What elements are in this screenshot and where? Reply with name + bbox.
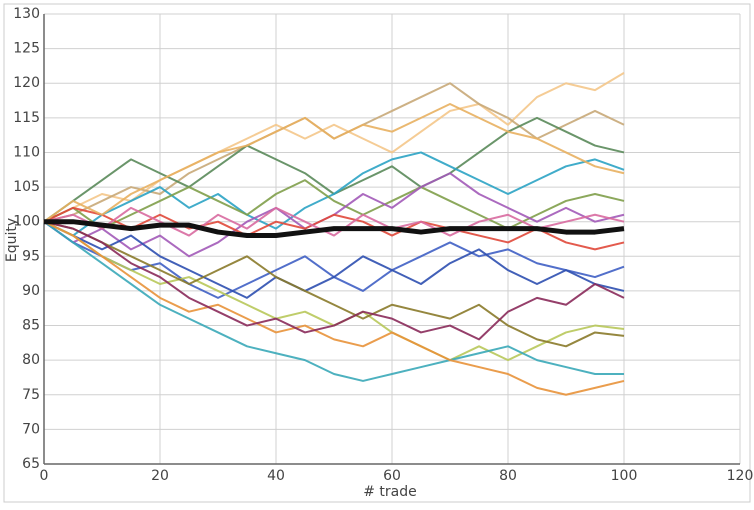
y-tick-label: 100	[13, 214, 40, 230]
y-tick-label: 115	[13, 110, 40, 126]
series-line	[43, 220, 625, 341]
x-tick-label: 40	[267, 468, 285, 484]
series-line	[43, 220, 625, 396]
y-tick-label: 125	[13, 41, 40, 57]
y-tick-label: 130	[13, 6, 40, 22]
series-line	[43, 220, 625, 299]
x-axis-label: # trade	[363, 484, 417, 500]
x-tick-label: 0	[40, 468, 49, 484]
y-tick-label: 120	[13, 75, 40, 91]
series-line	[43, 220, 625, 299]
y-tick-label: 110	[13, 144, 40, 160]
x-tick-label: 80	[499, 468, 517, 484]
y-tick-label: 105	[13, 179, 40, 195]
series-line	[43, 71, 625, 223]
series-line	[43, 220, 624, 382]
series-line	[43, 220, 625, 348]
y-tick-label: 65	[22, 456, 40, 472]
series-line	[43, 179, 625, 230]
y-tick-label: 95	[22, 248, 40, 264]
series-line	[43, 206, 625, 237]
series-line	[44, 219, 625, 239]
y-tick-label: 70	[22, 421, 40, 437]
y-tick-label: 90	[22, 283, 40, 299]
y-tick-label: 85	[22, 318, 40, 334]
series-line	[43, 151, 625, 237]
y-tick-label: 80	[22, 352, 40, 368]
x-tick-label: 60	[383, 468, 401, 484]
x-tick-label: 120	[727, 468, 754, 484]
series-line	[43, 206, 625, 251]
x-tick-label: 20	[151, 468, 169, 484]
y-tick-label: 75	[22, 387, 40, 403]
frame	[3, 3, 751, 503]
series-line	[43, 116, 625, 223]
series-line	[43, 103, 625, 223]
y-axis-label: Equity	[4, 218, 20, 262]
x-tick-label: 100	[611, 468, 638, 484]
